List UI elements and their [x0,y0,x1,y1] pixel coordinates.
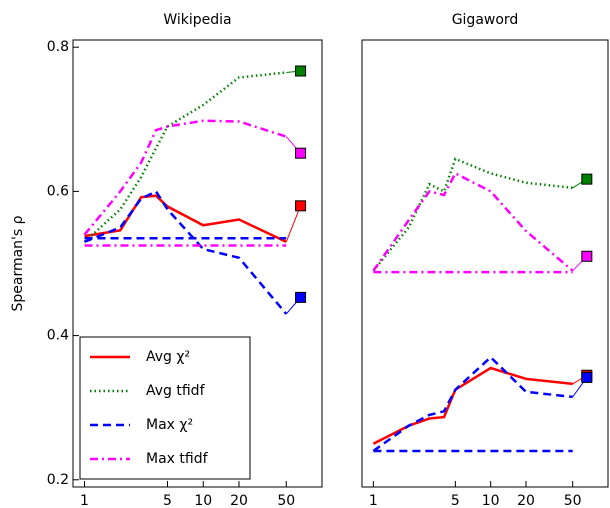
y-tick-label: 0.6 [47,183,69,199]
y-axis-label: Spearman's ρ [10,215,26,311]
legend-label: Avg χ² [146,349,190,365]
x-tick-label: 1 [80,493,89,508]
legend-label: Max tfidf [146,451,209,467]
x-tick-label: 10 [482,493,500,508]
final-marker [581,250,593,262]
panel-title: Gigaword [452,12,519,28]
series-line [84,194,287,244]
final-connector [285,205,302,243]
x-tick-label: 50 [277,493,295,508]
plot-frame [72,39,323,488]
series-line [83,71,287,243]
x-tick-label: 5 [163,493,172,508]
final-marker [295,200,307,212]
x-tick-label: 1 [369,493,378,508]
x-tick-label: 50 [564,493,582,508]
series-line [372,171,574,272]
final-marker [295,65,307,77]
series-line [372,157,573,272]
x-tick-label: 20 [230,493,248,508]
x-tick-label: 5 [451,493,460,508]
series-line [83,119,287,236]
panel-title: Wikipedia [163,12,231,28]
final-marker [581,173,593,185]
final-marker [295,291,307,303]
series-line [84,189,288,315]
x-tick-label: 20 [517,493,535,508]
x-tick-label: 10 [194,493,212,508]
legend-label: Avg tfidf [146,383,206,399]
series-line [372,355,573,452]
final-marker [581,371,593,383]
y-tick-label: 0.8 [47,39,69,55]
series-line [372,366,573,445]
plot-frame [361,39,609,488]
y-tick-label: 0.2 [47,472,69,488]
legend-label: Max χ² [146,417,193,433]
y-tick-label: 0.4 [47,328,69,344]
legend-box [79,336,251,480]
final-marker [295,147,307,159]
